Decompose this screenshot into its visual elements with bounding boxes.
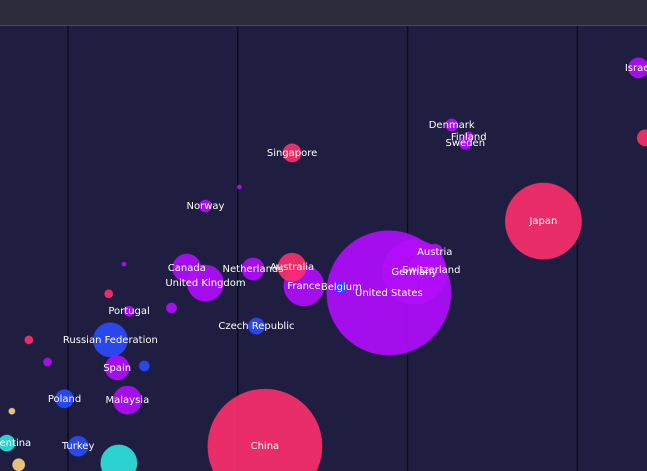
bubble-labels: United States China Japan Germany France Unit… [0, 63, 647, 452]
bubble [24, 335, 34, 345]
bubble [241, 257, 265, 281]
bubble-label: Japan [528, 216, 557, 227]
bubble-label: Czech Republic [218, 321, 294, 332]
bubble [172, 253, 202, 283]
bubble [112, 385, 142, 415]
bubble-label: Germany [391, 267, 437, 278]
bubble-label: Sweden [446, 138, 486, 149]
bubble [636, 129, 647, 147]
bubble-label: Norway [187, 201, 225, 212]
bubble [198, 199, 212, 213]
bubble [207, 388, 323, 471]
bubble [628, 57, 647, 79]
bubble [422, 261, 440, 279]
bubble [247, 317, 265, 335]
bubble [121, 261, 127, 267]
bubble-label: Australia [270, 262, 314, 273]
bubble-label: Argentina [0, 438, 31, 449]
bubble-label: Canada [168, 263, 206, 274]
bubble-label: Denmark [429, 120, 475, 131]
bubble [12, 458, 26, 471]
bubble [55, 389, 75, 409]
bubble-label: Netherlands [223, 264, 284, 275]
bubble [123, 305, 135, 317]
bubble [138, 360, 150, 372]
bubble-label: Finland [451, 132, 487, 143]
bubble-label: China [251, 441, 280, 452]
bubble-label: Turkey [61, 441, 95, 452]
bubble [104, 289, 114, 299]
bubble-label: Russian Federation [63, 335, 158, 346]
bubble [236, 184, 242, 190]
bubble [104, 355, 130, 381]
bubble [277, 252, 307, 282]
bubble [43, 357, 53, 367]
bubble [426, 243, 444, 261]
bubble-label: Malaysia [106, 395, 150, 406]
bubble-label: Austria [417, 247, 452, 258]
bubbles [0, 57, 647, 471]
top-bar [0, 0, 647, 25]
bubble [504, 182, 582, 260]
bubble-label: United States [355, 288, 423, 299]
bubble [92, 322, 128, 358]
bubble [8, 407, 16, 415]
bubble [166, 302, 178, 314]
bubble [0, 434, 16, 452]
bubble-label: Poland [48, 394, 81, 405]
bubble-label: Spain [103, 363, 131, 374]
bubble [67, 435, 89, 457]
bubble-label: Switzerland [402, 265, 460, 276]
bubble-label: Israel [625, 63, 647, 74]
bubble-label: Singapore [267, 148, 317, 159]
bubble [445, 118, 459, 132]
bubble-label: France [287, 281, 320, 292]
bubble [282, 143, 302, 163]
bubble-label: Belgium [321, 282, 362, 293]
bubble [100, 444, 138, 471]
bubble [334, 280, 348, 294]
bubble [463, 131, 475, 143]
bubble-label: Portugal [108, 306, 149, 317]
bubble-label: United Kingdom [165, 278, 245, 289]
